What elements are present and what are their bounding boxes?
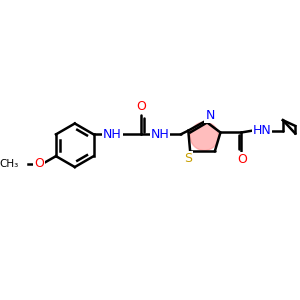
- Text: O: O: [136, 100, 146, 113]
- Text: S: S: [184, 152, 192, 164]
- Text: HN: HN: [253, 124, 272, 137]
- Text: O: O: [34, 157, 44, 170]
- Text: CH₃: CH₃: [0, 159, 19, 169]
- Text: O: O: [237, 153, 247, 167]
- Circle shape: [190, 122, 218, 151]
- Text: N: N: [205, 109, 215, 122]
- Text: NH: NH: [103, 128, 122, 141]
- Text: NH: NH: [151, 128, 169, 141]
